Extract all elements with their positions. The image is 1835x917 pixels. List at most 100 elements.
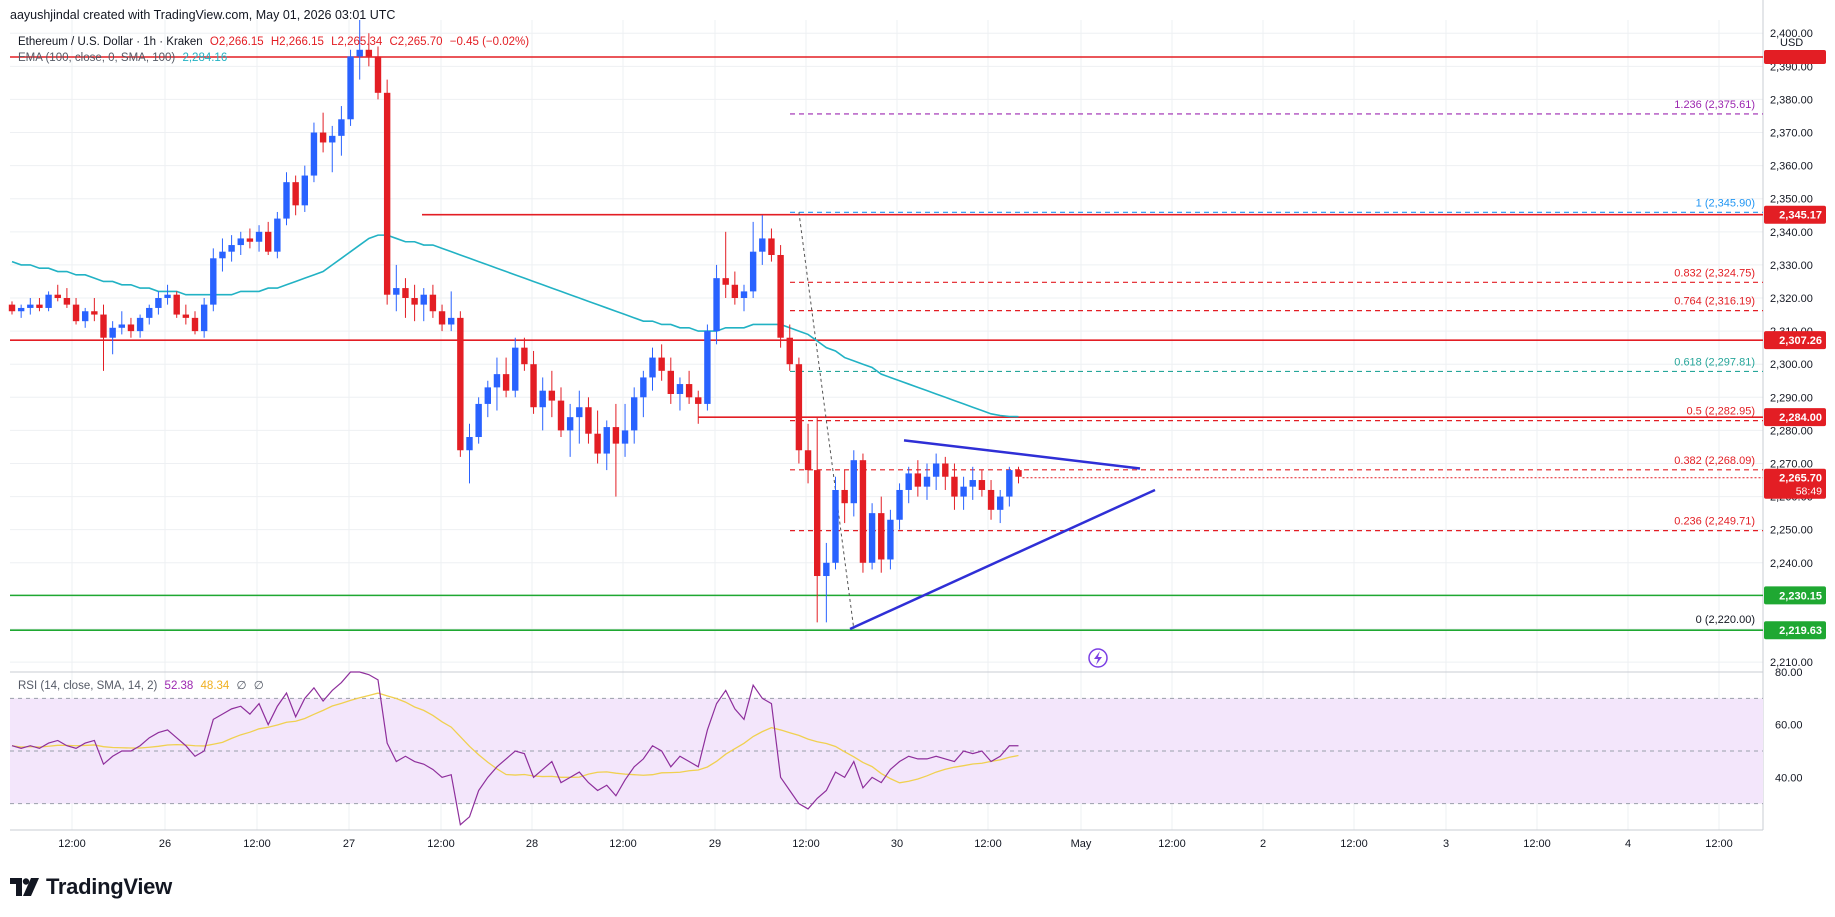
lightning-icon[interactable]	[1088, 648, 1108, 668]
candle-body-8	[82, 311, 89, 322]
candle-body-81	[749, 251, 757, 292]
candle-body-108	[997, 496, 1004, 510]
low-value: L2,265.34	[331, 36, 383, 48]
candle-body-7	[72, 304, 80, 322]
fib-retracement: 1.236 (2,375.61) 1 (2,345.90) 0.832 (2,324…	[790, 99, 1763, 630]
candle-body-36	[338, 119, 345, 136]
time-tick: 12:00	[609, 838, 637, 850]
level-tag-top-bg	[1764, 50, 1826, 64]
candle-body-109	[1006, 470, 1013, 497]
candle-body-12	[118, 324, 125, 328]
ema-label[interactable]: EMA (100, close, 0, SMA, 100)	[18, 52, 176, 64]
fib-label: 0.618 (2,297.81)	[1674, 356, 1755, 368]
currency-label[interactable]: USD	[1780, 37, 1804, 49]
rsi-value: 52.38	[164, 680, 194, 692]
time-tick: 4	[1625, 838, 1631, 850]
candle-body-93	[859, 460, 867, 563]
level-tag-2345.17-bg	[1764, 205, 1826, 224]
candle-body-46	[429, 294, 437, 312]
candle-body-48	[448, 317, 455, 325]
price-tick: 2,380.00	[1770, 94, 1813, 106]
candle-body-25	[237, 238, 244, 246]
candle-body-54	[502, 374, 510, 391]
candle-body-6	[63, 298, 71, 305]
candle-body-5	[54, 294, 61, 299]
credit-line: aayushjindal created with TradingView.co…	[10, 8, 396, 22]
candle-body-75	[695, 397, 702, 404]
time-tick: 3	[1443, 838, 1449, 850]
candle-body-55	[512, 347, 519, 391]
candle-body-58	[539, 390, 546, 408]
price-tick: 2,400.00	[1770, 28, 1813, 40]
rsi-extra-2: ∅	[253, 680, 264, 692]
candle-body-9	[91, 311, 98, 315]
candle-body-47	[438, 311, 446, 325]
candle-body-61	[566, 417, 574, 431]
candle-body-28	[265, 231, 272, 252]
candle-body-57	[530, 364, 537, 408]
price-tick: 2,240.00	[1770, 558, 1813, 570]
grid	[10, 0, 1764, 831]
candle-body-32	[301, 175, 308, 206]
level-tag-2345.17-text: 2,345.17	[1779, 210, 1822, 222]
candle-body-39	[365, 49, 373, 57]
candle-body-66	[612, 427, 620, 444]
candle-body-84	[777, 254, 784, 338]
time-tick: 28	[526, 838, 538, 850]
price-tick: 2,350.00	[1770, 194, 1813, 206]
candle-body-100	[923, 476, 931, 487]
candle-body-64	[594, 433, 601, 454]
candle-body-51	[475, 403, 482, 438]
candle-body-4	[45, 294, 52, 308]
time-tick: 30	[891, 838, 903, 850]
candle-body-82	[759, 238, 766, 252]
candle-body-30	[283, 182, 290, 219]
candle-body-88	[814, 470, 821, 577]
candle-body-89	[823, 562, 830, 577]
candle-body-50	[466, 437, 473, 451]
rsi-sma-line	[11, 692, 1019, 784]
rsi-label[interactable]: RSI (14, close, SMA, 14, 2)	[18, 680, 158, 692]
candle-body-41	[383, 92, 391, 295]
candle-body-77	[713, 278, 720, 332]
candle-body-80	[740, 291, 748, 299]
candle-body-17	[164, 294, 171, 299]
candle-body-10	[100, 314, 107, 338]
level-tag-2284-bg	[1764, 408, 1826, 427]
candle-body-106	[978, 480, 986, 490]
candle-body-26	[246, 238, 254, 242]
high-value: H2,266.15	[270, 36, 324, 48]
candle-body-87	[804, 450, 812, 471]
tradingview-logo[interactable]: TradingView	[10, 874, 172, 900]
candle-body-1	[17, 307, 25, 312]
candle-body-68	[631, 397, 638, 431]
candle-body-103	[951, 476, 958, 497]
candle-body-19	[182, 314, 190, 318]
candle-body-35	[329, 135, 336, 143]
candle-body-92	[850, 460, 857, 504]
close-value: C2,265.70	[389, 36, 443, 48]
time-tick: 26	[159, 838, 171, 850]
symbol-name[interactable]: Ethereum / U.S. Dollar · 1h · Kraken	[18, 36, 203, 48]
triangle-lower-line	[849, 488, 1156, 631]
candle-body-85	[786, 337, 793, 365]
time-tick: 29	[709, 838, 721, 850]
time-tick: May	[1071, 838, 1092, 850]
countdown-text: 58:49	[1796, 486, 1822, 498]
fib-label: 0.5 (2,282.95)	[1687, 406, 1756, 418]
fib-label: 0.764 (2,316.19)	[1674, 296, 1755, 308]
candle-body-69	[640, 377, 647, 398]
candle-body-31	[292, 182, 299, 206]
candle-body-107	[987, 489, 995, 510]
candle-body-96	[887, 519, 894, 560]
price-axis[interactable]: 2,210.002,220.002,230.002,240.002,250.00…	[1022, 28, 1827, 784]
candle-body-38	[356, 49, 363, 57]
time-axis[interactable]: 12:00 26 12:00 27 12:00 28 12:00 29 12:00 30 12:00…	[58, 838, 1733, 850]
candle-body-60	[557, 400, 565, 431]
candle-body-37	[347, 56, 354, 120]
candle-body-59	[548, 390, 556, 401]
level-tag-2307.26-bg	[1764, 331, 1826, 350]
level-tag-2230.15-bg	[1764, 586, 1826, 605]
level-tag-2307.26-text: 2,307.26	[1779, 335, 1822, 347]
